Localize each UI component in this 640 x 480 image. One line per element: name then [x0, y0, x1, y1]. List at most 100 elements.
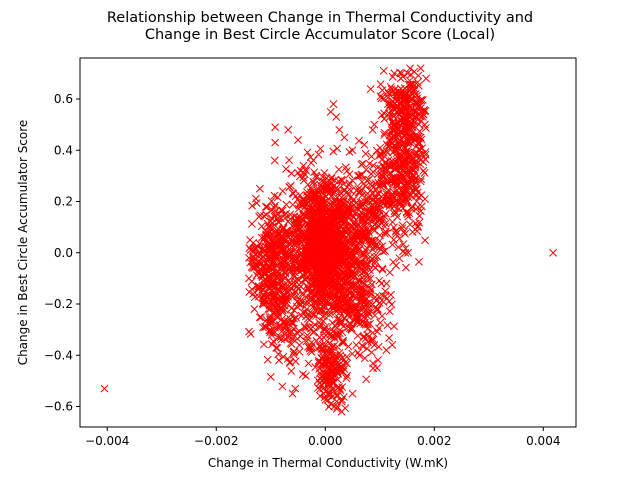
- data-point: [334, 369, 343, 378]
- data-point: [282, 165, 290, 173]
- data-point: [317, 211, 326, 220]
- data-point: [268, 318, 277, 327]
- chart-title-line-1: Relationship between Change in Thermal C…: [107, 10, 533, 26]
- plot-frame: [79, 57, 577, 428]
- data-point: [346, 261, 355, 270]
- data-point: [391, 227, 400, 236]
- data-point: [269, 257, 278, 265]
- data-point: [377, 94, 386, 103]
- data-point: [354, 348, 362, 357]
- data-point: [339, 197, 348, 206]
- data-point: [285, 332, 294, 341]
- data-point: [321, 302, 330, 311]
- data-point: [327, 303, 336, 312]
- data-point: [278, 206, 287, 215]
- data-point: [334, 204, 342, 213]
- data-point: [316, 297, 325, 306]
- data-point: [271, 138, 280, 147]
- data-point: [339, 268, 348, 277]
- data-point: [361, 334, 370, 343]
- data-point: [375, 205, 384, 214]
- data-point: [290, 291, 298, 300]
- data-point: [309, 178, 318, 187]
- data-point: [417, 202, 426, 211]
- data-point: [355, 136, 363, 145]
- data-point: [402, 105, 411, 114]
- data-point: [364, 193, 373, 202]
- data-point: [371, 194, 380, 203]
- data-point: [418, 95, 427, 104]
- data-point: [367, 236, 375, 245]
- data-point: [348, 268, 357, 277]
- data-point: [333, 236, 342, 245]
- data-point: [269, 277, 278, 286]
- data-point: [381, 158, 390, 166]
- data-point: [395, 110, 404, 118]
- data-point: [417, 117, 426, 125]
- data-point: [348, 176, 357, 185]
- y-tick-label: 0.0: [54, 246, 73, 260]
- data-point: [100, 384, 109, 393]
- data-point: [400, 175, 409, 184]
- data-point: [382, 140, 391, 149]
- data-point: [288, 318, 297, 327]
- data-point: [329, 186, 338, 195]
- data-point: [321, 387, 330, 395]
- data-point: [324, 356, 333, 365]
- data-point: [402, 263, 410, 272]
- data-point: [394, 89, 403, 97]
- data-point: [294, 276, 303, 285]
- data-point: [255, 313, 264, 322]
- data-point: [333, 329, 342, 338]
- data-point: [351, 255, 360, 264]
- data-point: [298, 289, 307, 298]
- data-point: [360, 319, 369, 328]
- data-point: [415, 211, 424, 220]
- data-point: [339, 215, 348, 224]
- data-point: [288, 320, 297, 329]
- y-tick-label: 0.6: [54, 92, 73, 106]
- data-point: [330, 176, 339, 185]
- data-point: [313, 186, 322, 195]
- data-point: [379, 172, 388, 181]
- data-point: [335, 228, 344, 237]
- data-point: [348, 389, 357, 398]
- data-point: [322, 367, 331, 376]
- data-point: [378, 312, 387, 321]
- x-tick-label: −0.002: [194, 434, 238, 448]
- data-point: [416, 64, 425, 73]
- data-point: [393, 198, 402, 207]
- data-point: [320, 229, 329, 238]
- data-point: [295, 191, 304, 200]
- data-point: [302, 337, 311, 346]
- data-point: [337, 249, 346, 258]
- data-point: [373, 364, 382, 373]
- data-point: [330, 341, 338, 350]
- data-point: [262, 298, 271, 307]
- data-point: [366, 185, 375, 194]
- data-point: [420, 168, 429, 177]
- data-point: [382, 346, 391, 355]
- data-point: [367, 238, 376, 247]
- data-point: [326, 349, 334, 358]
- data-point: [375, 292, 383, 301]
- data-point: [338, 383, 347, 392]
- data-point: [267, 326, 276, 335]
- data-point: [270, 301, 279, 310]
- data-point: [295, 327, 304, 336]
- data-point: [372, 296, 381, 305]
- data-point: [323, 265, 332, 274]
- data-point: [392, 226, 400, 235]
- data-point: [386, 100, 395, 109]
- data-point: [365, 159, 374, 168]
- data-point: [268, 328, 277, 337]
- data-point: [368, 125, 377, 134]
- data-point: [328, 343, 337, 352]
- data-point: [310, 180, 318, 189]
- data-point: [322, 360, 331, 369]
- data-point: [332, 359, 341, 368]
- data-point: [296, 332, 305, 341]
- data-point: [252, 262, 260, 271]
- data-point: [291, 276, 299, 285]
- data-point: [340, 133, 349, 142]
